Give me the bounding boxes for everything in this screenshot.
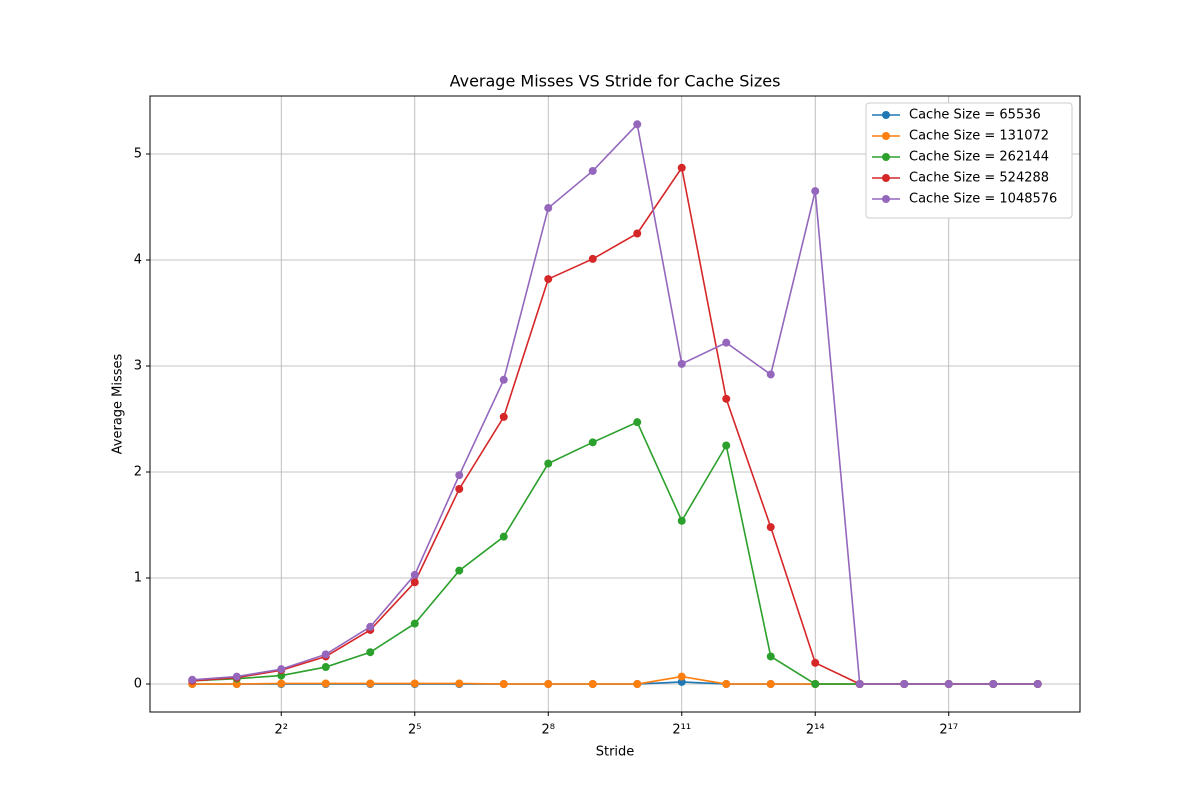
x-tick-label: 2²: [275, 723, 288, 738]
data-point: [455, 566, 464, 575]
legend-marker: [882, 153, 890, 161]
data-point: [766, 652, 775, 661]
legend-marker: [882, 195, 890, 203]
data-point: [633, 120, 642, 129]
legend-label: Cache Size = 262144: [909, 150, 1049, 165]
data-point: [677, 516, 686, 525]
plot-frame: [149, 95, 1081, 713]
data-point: [588, 166, 597, 175]
data-point: [232, 672, 241, 681]
data-point: [900, 680, 909, 689]
data-point: [811, 187, 820, 196]
data-point: [544, 680, 553, 689]
data-point: [499, 412, 508, 421]
data-point: [499, 532, 508, 541]
data-point: [944, 680, 953, 689]
x-tick-label: 2¹⁷: [939, 723, 958, 738]
y-tick-label: 4: [134, 252, 142, 267]
data-point: [455, 471, 464, 480]
data-point: [188, 675, 197, 684]
data-point: [677, 163, 686, 172]
data-point: [321, 679, 330, 688]
data-point: [499, 680, 508, 689]
data-point: [588, 254, 597, 263]
data-point: [766, 523, 775, 532]
data-point: [455, 679, 464, 688]
legend-marker: [882, 111, 890, 119]
data-point: [989, 680, 998, 689]
data-point: [722, 441, 731, 450]
data-point: [321, 663, 330, 672]
data-point: [722, 338, 731, 347]
data-point: [766, 680, 775, 689]
data-point: [410, 679, 419, 688]
data-point: [588, 680, 597, 689]
legend-marker: [882, 174, 890, 182]
series-line: [192, 122, 1038, 685]
data-point: [633, 418, 642, 427]
y-axis-label: Average Misses: [111, 353, 126, 454]
data-point: [544, 459, 553, 468]
legend-label: Cache Size = 65536: [909, 108, 1041, 123]
legend-label: Cache Size = 131072: [909, 129, 1049, 144]
x-tick-label: 2⁸: [542, 723, 555, 738]
data-point: [588, 438, 597, 447]
data-point: [410, 570, 419, 579]
data-point: [366, 622, 375, 631]
x-tick-label: 2¹⁴: [806, 723, 825, 738]
legend-box: [865, 102, 1073, 219]
data-point: [499, 375, 508, 384]
data-point: [811, 658, 820, 667]
data-point: [677, 672, 686, 681]
data-point: [410, 619, 419, 628]
data-point: [633, 229, 642, 238]
data-point: [766, 370, 775, 379]
data-point: [277, 665, 286, 674]
data-point: [811, 680, 820, 689]
data-point: [855, 680, 864, 689]
x-tick-label: 2¹¹: [672, 723, 691, 738]
data-point: [410, 578, 419, 587]
legend-label: Cache Size = 524288: [909, 171, 1049, 186]
data-point: [633, 680, 642, 689]
x-axis-label: Stride: [596, 745, 635, 760]
data-point: [455, 484, 464, 493]
y-tick-label: 5: [134, 146, 142, 161]
data-point: [722, 394, 731, 403]
data-point: [1033, 680, 1042, 689]
data-point: [321, 650, 330, 659]
data-point: [677, 359, 686, 368]
y-tick-label: 1: [134, 571, 142, 586]
data-point: [544, 275, 553, 284]
data-point: [544, 204, 553, 213]
data-point: [366, 648, 375, 657]
y-tick-label: 3: [134, 358, 142, 373]
legend-marker: [882, 132, 890, 140]
legend-label: Cache Size = 1048576: [909, 192, 1057, 207]
y-tick-label: 0: [134, 677, 142, 692]
y-tick-label: 2: [134, 465, 142, 480]
chart-title: Average Misses VS Stride for Cache Sizes: [450, 72, 781, 91]
data-point: [277, 679, 286, 688]
data-point: [366, 679, 375, 688]
legend: Cache Size = 65536 Cache Size = 131072 Cac…: [865, 102, 1073, 219]
x-tick-label: 2⁵: [408, 723, 421, 738]
data-point: [722, 680, 731, 689]
